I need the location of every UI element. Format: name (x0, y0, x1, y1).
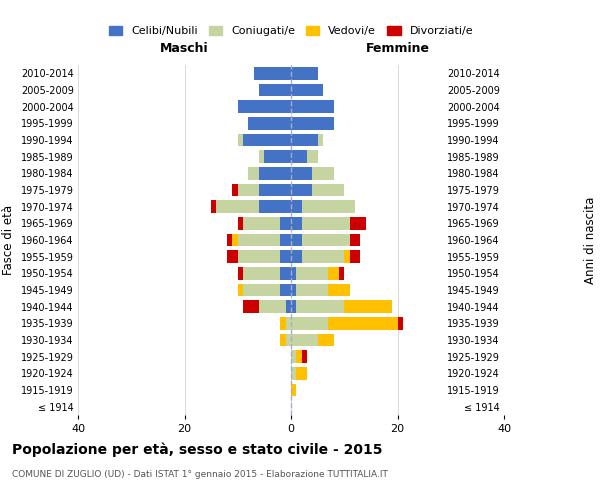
Bar (291, 284, 296, 296)
Text: Femmine: Femmine (365, 42, 430, 55)
Bar (217, 200, 259, 213)
Bar (248, 167, 259, 179)
Bar (291, 117, 334, 130)
Bar (286, 317, 291, 330)
Bar (398, 317, 403, 330)
Bar (302, 234, 350, 246)
Bar (238, 217, 243, 230)
Bar (307, 150, 317, 163)
Bar (344, 300, 392, 313)
Bar (238, 250, 280, 263)
Bar (344, 250, 350, 263)
Bar (232, 234, 238, 246)
Bar (350, 234, 360, 246)
Bar (265, 150, 291, 163)
Bar (317, 134, 323, 146)
Bar (280, 217, 291, 230)
Bar (243, 284, 280, 296)
Bar (232, 184, 238, 196)
Bar (254, 67, 291, 80)
Bar (259, 167, 291, 179)
Bar (238, 234, 280, 246)
Bar (238, 284, 243, 296)
Bar (350, 217, 365, 230)
Text: Anni di nascita: Anni di nascita (584, 196, 598, 284)
Bar (259, 150, 265, 163)
Bar (243, 134, 291, 146)
Bar (328, 284, 350, 296)
Bar (339, 267, 344, 280)
Bar (280, 284, 291, 296)
Bar (280, 234, 291, 246)
Bar (227, 250, 238, 263)
Bar (243, 267, 280, 280)
Bar (280, 267, 291, 280)
Bar (291, 384, 296, 396)
Bar (302, 350, 307, 363)
Bar (280, 317, 286, 330)
Bar (259, 200, 291, 213)
Bar (238, 100, 291, 113)
Bar (291, 184, 313, 196)
Text: COMUNE DI ZUGLIO (UD) - Dati ISTAT 1° gennaio 2015 - Elaborazione TUTTITALIA.IT: COMUNE DI ZUGLIO (UD) - Dati ISTAT 1° ge… (12, 470, 388, 479)
Bar (291, 267, 296, 280)
Bar (280, 250, 291, 263)
Bar (259, 184, 291, 196)
Bar (286, 300, 291, 313)
Bar (291, 100, 334, 113)
Bar (296, 300, 344, 313)
Bar (291, 150, 307, 163)
Bar (317, 334, 334, 346)
Bar (291, 317, 328, 330)
Bar (238, 134, 243, 146)
Bar (302, 250, 344, 263)
Bar (291, 167, 313, 179)
Bar (291, 217, 302, 230)
Bar (328, 317, 398, 330)
Bar (238, 267, 243, 280)
Text: Maschi: Maschi (160, 42, 209, 55)
Bar (280, 334, 286, 346)
Bar (313, 184, 344, 196)
Bar (238, 184, 259, 196)
Bar (291, 84, 323, 96)
Y-axis label: Fasce di età: Fasce di età (2, 205, 16, 275)
Bar (302, 200, 355, 213)
Bar (328, 267, 339, 280)
Bar (259, 300, 286, 313)
Bar (291, 334, 317, 346)
Bar (211, 200, 217, 213)
Bar (291, 67, 317, 80)
Bar (291, 300, 296, 313)
Bar (286, 334, 291, 346)
Bar (291, 250, 302, 263)
Bar (350, 250, 360, 263)
Text: Popolazione per età, sesso e stato civile - 2015: Popolazione per età, sesso e stato civil… (12, 442, 383, 457)
Bar (291, 367, 296, 380)
Bar (291, 350, 296, 363)
Bar (296, 267, 328, 280)
Bar (259, 84, 291, 96)
Bar (313, 167, 334, 179)
Bar (227, 234, 232, 246)
Bar (243, 300, 259, 313)
Bar (296, 284, 328, 296)
Legend: Celibi/Nubili, Coniugati/e, Vedovi/e, Divorziati/e: Celibi/Nubili, Coniugati/e, Vedovi/e, Di… (104, 22, 478, 41)
Bar (243, 217, 280, 230)
Bar (296, 367, 307, 380)
Bar (291, 234, 302, 246)
Bar (296, 350, 302, 363)
Bar (291, 200, 302, 213)
Bar (291, 134, 317, 146)
Bar (248, 117, 291, 130)
Bar (302, 217, 350, 230)
